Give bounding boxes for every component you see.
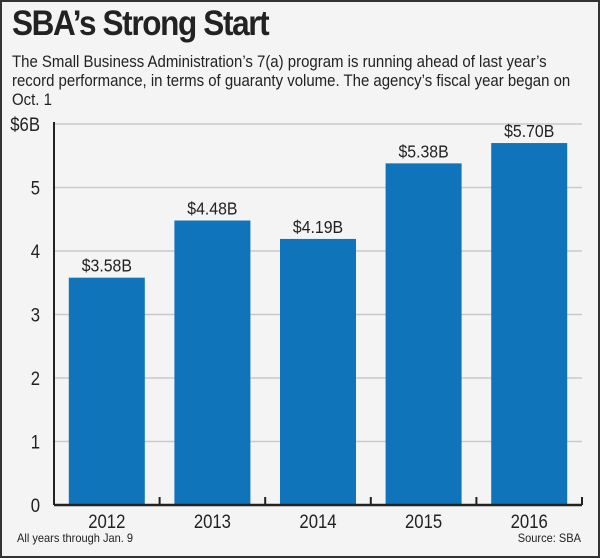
- footnote: All years through Jan. 9: [17, 531, 134, 545]
- y-tick-label: 3: [31, 305, 40, 326]
- bar: [280, 238, 356, 505]
- x-tick-label: 2016: [511, 511, 548, 532]
- y-tick-label: 4: [31, 241, 40, 262]
- y-tick-label: 1: [31, 432, 40, 453]
- data-label: $4.19B: [293, 217, 343, 237]
- data-label: $5.70B: [504, 121, 554, 141]
- bar: [174, 220, 251, 505]
- x-tick-label: 2015: [405, 511, 442, 532]
- y-tick-label: 0: [31, 495, 40, 516]
- x-tick-label: 2012: [88, 511, 125, 532]
- data-label: $3.58B: [82, 256, 132, 276]
- y-tick-label: 2: [31, 368, 40, 389]
- y-tick-label: 5: [31, 178, 40, 199]
- x-tick-label: 2014: [299, 511, 336, 532]
- source-note: Source: SBA: [518, 531, 582, 545]
- chart-title: SBA’s Strong Start: [12, 4, 270, 43]
- chart-subtitle: The Small Business Administration’s 7(a)…: [12, 52, 571, 109]
- bar: [385, 163, 462, 505]
- bar: [491, 143, 568, 506]
- x-tick-label: 2013: [194, 511, 231, 532]
- bar: [68, 277, 145, 505]
- data-label: $4.48B: [187, 199, 237, 219]
- data-label: $5.38B: [399, 141, 449, 161]
- y-tick-label: $6B: [10, 114, 40, 135]
